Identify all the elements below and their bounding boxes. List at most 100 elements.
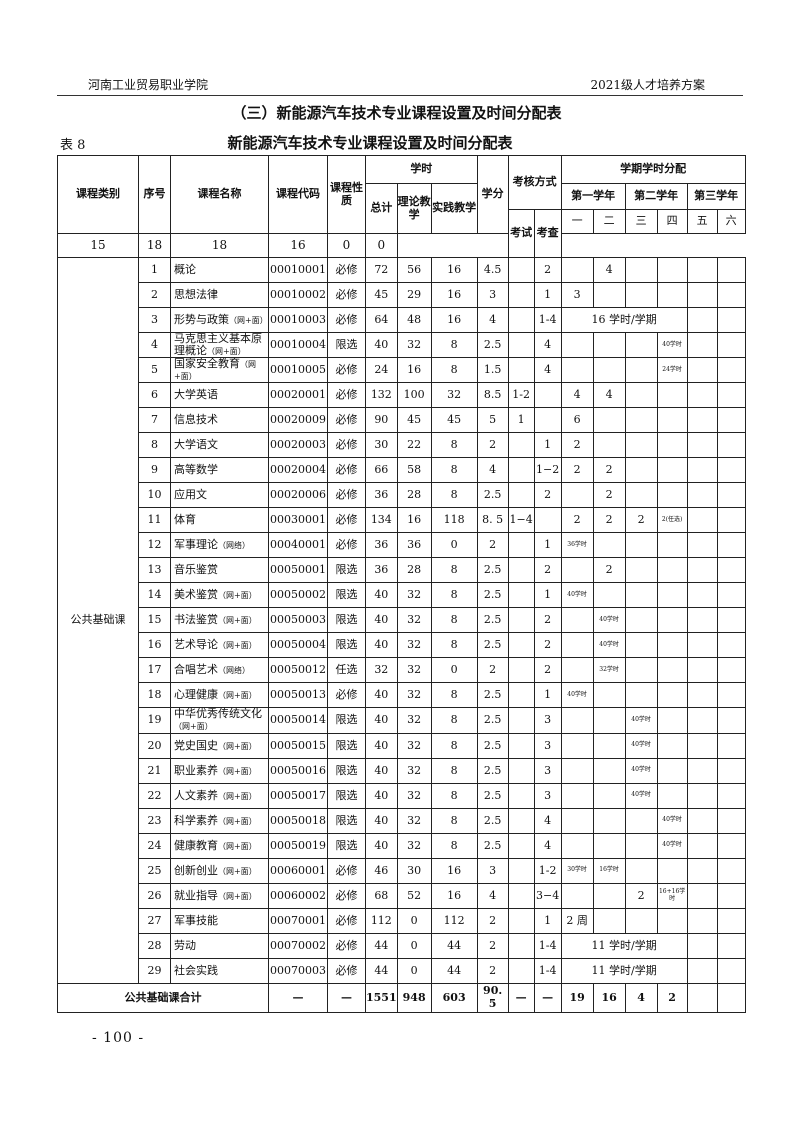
nature-cell: 限选	[327, 557, 366, 584]
exam-cell	[507, 957, 535, 984]
total-cell: 40	[365, 331, 398, 359]
practice-cell: 0	[430, 657, 478, 684]
semester-cell: 36学时	[560, 532, 594, 559]
table-row: 17 合唱艺术（网络） 00050012 任选 32 32 0 2 2 32学时	[58, 657, 746, 684]
semester-cell	[716, 557, 746, 584]
nature-cell: 限选	[327, 331, 366, 359]
table-row: 25 创新创业（网+面） 00060001 必修 46 30 16 3 1-2 30学时 16学时	[58, 857, 746, 884]
theory-cell: 16	[396, 357, 432, 384]
check-cell: 1	[533, 282, 562, 308]
semester-cell	[560, 882, 594, 909]
table-row: 16 艺术导论（网+面） 00050004 限选 40 32 8 2.5 2 40学时	[58, 632, 746, 659]
semester-cell	[656, 632, 688, 659]
semester-cell	[716, 607, 746, 634]
semester-cell	[716, 632, 746, 659]
exam-cell	[507, 807, 535, 834]
total-code: —	[268, 982, 328, 1013]
semester-cell	[624, 432, 658, 459]
course-name-cell: 军事技能	[170, 907, 269, 934]
semester-cell	[656, 682, 688, 709]
exam-cell	[507, 457, 535, 484]
header-school-name: 河南工业贸易职业学院	[88, 78, 209, 92]
credit-cell: 2	[476, 957, 509, 984]
practice-cell: 8	[430, 832, 478, 859]
semester-cell: 6	[560, 407, 594, 434]
total-cell: 44	[365, 932, 398, 959]
practice-cell: 16	[430, 307, 478, 333]
code-cell: 00070001	[268, 907, 328, 934]
semester-cell: 24学时	[656, 357, 688, 384]
credit-cell: 2.5	[476, 331, 509, 359]
course-name-cell: 国家安全教育（网+面）	[170, 357, 269, 384]
nature-cell: 必修	[327, 532, 366, 559]
seq-cell: 2	[138, 282, 171, 308]
course-name-cell: 音乐鉴赏	[170, 557, 269, 584]
check-cell: 2	[533, 632, 562, 659]
credit-cell: 2	[476, 932, 509, 959]
practice-cell: 0	[430, 532, 478, 559]
code-cell: 00010004	[268, 331, 328, 359]
seq-cell: 23	[138, 807, 171, 834]
total-semester: 19	[560, 982, 594, 1013]
col-assess: 考核方式	[507, 155, 562, 210]
exam-cell	[507, 732, 535, 759]
practice-cell: 8	[430, 782, 478, 809]
nature-cell: 必修	[327, 257, 366, 283]
semester-cell	[656, 582, 688, 609]
theory-cell: 28	[396, 482, 432, 509]
exam-cell	[507, 432, 535, 459]
table-row: 29 社会实践 00070003 必修 44 0 44 2 1-4 11 学时/学期	[58, 957, 746, 984]
semester-cell: 40学时	[624, 707, 658, 734]
course-name: 大学英语	[174, 388, 218, 402]
semester-cell	[592, 757, 626, 784]
course-name-cell: 职业素养（网+面）	[170, 757, 269, 784]
check-cell: 3	[533, 757, 562, 784]
check-cell: 4	[533, 832, 562, 859]
course-mode: （网+面）	[218, 891, 257, 901]
seq-cell: 27	[138, 907, 171, 934]
practice-cell: 45	[430, 407, 478, 434]
sem-weeks-1: 15	[57, 233, 139, 258]
table-row: 23 科学素养（网+面） 00050018 限选 40 32 8 2.5 4 40学时	[58, 807, 746, 834]
exam-cell	[507, 782, 535, 809]
semester-cell	[716, 782, 746, 809]
table-row: 15 书法鉴赏（网+面） 00050003 限选 40 32 8 2.5 2 40学时	[58, 607, 746, 634]
credit-cell: 4.5	[476, 257, 509, 283]
course-name-cell: 概论	[170, 257, 269, 283]
semester-cell	[560, 607, 594, 634]
table-row: 3 形势与政策（网+面） 00010003 必修 64 48 16 4 1-4 16 学时/学期	[58, 307, 746, 333]
col-code: 课程代码	[268, 155, 328, 234]
course-mode: （网+面）	[218, 691, 257, 701]
course-name: 高等数学	[174, 463, 218, 477]
total-cell: 46	[365, 857, 398, 884]
semester-cell	[716, 657, 746, 684]
theory-cell: 32	[396, 807, 432, 834]
semester-cell	[624, 557, 658, 584]
seq-cell: 8	[138, 432, 171, 459]
semester-cell: 40学时	[656, 832, 688, 859]
exam-cell	[507, 482, 535, 509]
theory-cell: 32	[396, 582, 432, 609]
practice-cell: 8	[430, 557, 478, 584]
code-cell: 00050018	[268, 807, 328, 834]
credit-cell: 2.5	[476, 807, 509, 834]
exam-cell	[507, 932, 535, 959]
semester-cell	[656, 257, 688, 283]
table-row: 10 应用文 00020006 必修 36 28 8 2.5 2 2	[58, 482, 746, 509]
nature-cell: 必修	[327, 957, 366, 984]
table-row: 公共基础课 1 概论 00010001 必修 72 56 16 4.5 2 4	[57, 257, 746, 984]
course-mode: （网+面）	[218, 841, 257, 851]
semester-cell	[716, 757, 746, 784]
semester-cell	[624, 457, 658, 484]
semester-cell: 2	[624, 882, 658, 909]
semester-cell	[624, 382, 658, 409]
practice-cell: 8	[430, 432, 478, 459]
total-cell: 112	[365, 907, 398, 934]
semester-cell	[686, 532, 718, 559]
sem-header-1: 一	[560, 209, 594, 234]
practice-cell: 112	[430, 907, 478, 934]
exam-cell	[507, 257, 535, 283]
semester-cell: 4	[592, 382, 626, 409]
code-cell: 00050017	[268, 782, 328, 809]
course-name: 人文素养	[174, 788, 218, 802]
